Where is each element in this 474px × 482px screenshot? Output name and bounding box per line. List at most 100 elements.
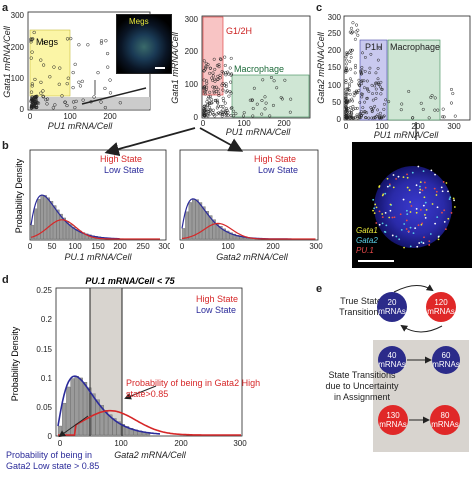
scatter-point	[368, 66, 372, 70]
xlabel: PU1 mRNA/Cell	[374, 130, 440, 140]
tick: 100	[63, 112, 77, 121]
scatter-point	[375, 91, 379, 95]
scatter-point	[232, 109, 236, 113]
speckle	[405, 209, 408, 212]
hist-bar	[222, 228, 226, 240]
scatter-point	[207, 109, 211, 113]
scatter-point	[345, 69, 349, 73]
scatter-point	[202, 105, 206, 109]
tick: 100	[114, 439, 128, 448]
uncertainty-title: State Transitions due to Uncertainty in …	[325, 370, 399, 402]
tick: 100	[185, 80, 199, 89]
scatter-point	[31, 98, 35, 102]
scatter-point	[212, 57, 216, 61]
scatter-point	[378, 111, 382, 115]
scatter-point	[348, 106, 352, 110]
speckle	[416, 245, 419, 248]
scatter-point	[216, 77, 220, 81]
xlabel: Gata2 mRNA/Cell	[114, 450, 187, 460]
hist-bar	[125, 426, 130, 436]
speckle	[441, 211, 443, 214]
tick: 0.1	[41, 374, 53, 383]
scatter-point	[29, 106, 33, 110]
scatter-point	[105, 51, 110, 56]
scatter-point	[226, 110, 230, 114]
scatter-point	[376, 67, 380, 70]
hist-bar	[78, 377, 83, 436]
scatter-point	[361, 112, 365, 116]
scatter-point	[366, 88, 370, 92]
region-megs-label: Megs	[36, 37, 59, 47]
ylabel: Gata1 mRNA/Cell	[2, 25, 12, 98]
tick: 100	[328, 81, 342, 90]
scatter-point	[344, 58, 348, 62]
scatter-point	[378, 115, 382, 119]
hist-bar	[226, 230, 230, 240]
speckle	[422, 242, 425, 244]
scatter-point	[352, 91, 356, 95]
scatter-point	[206, 97, 210, 101]
xlabel: PU.1 mRNA/Cell	[64, 252, 132, 262]
hist-bar	[219, 226, 223, 240]
scatter-point	[382, 102, 386, 106]
scatter-point	[354, 30, 358, 34]
tick: 250	[136, 242, 150, 251]
hist-bar	[108, 414, 113, 436]
scatter-point	[223, 101, 227, 105]
speckle	[391, 216, 394, 219]
scatter-point	[39, 91, 43, 95]
scatter-point	[280, 97, 284, 101]
speckle	[447, 190, 449, 193]
scatter-point	[376, 113, 380, 117]
legend-high: High State	[254, 154, 296, 164]
annot-high: Probability of being in Gata2 High state…	[126, 378, 261, 399]
speckle	[407, 230, 410, 233]
scatter-point	[360, 82, 364, 86]
speckle	[435, 190, 438, 193]
hist-bar	[229, 232, 233, 240]
scatter-point	[353, 37, 357, 41]
speckle	[424, 216, 427, 219]
scatter-point	[407, 89, 411, 93]
hist-bar	[236, 235, 240, 240]
scatter-point	[221, 104, 225, 108]
tick: 0	[180, 242, 185, 251]
panel-d-plot: PU.1 mRNA/Cell < 75 0 0.05 0.1 0.15 0.2 …	[10, 276, 247, 460]
scatter-point	[356, 33, 360, 37]
speckle	[417, 165, 420, 168]
scatter-point	[208, 66, 212, 70]
hist-bar	[198, 202, 203, 240]
scatter-point	[356, 91, 359, 95]
scatter-point	[32, 96, 36, 100]
scatter-point	[371, 92, 374, 96]
scatter-point	[261, 78, 265, 82]
scatter-point	[63, 100, 67, 104]
scatter-point	[71, 70, 75, 75]
scatter-point	[433, 108, 437, 112]
scatter-point	[58, 66, 62, 70]
speckle	[415, 184, 418, 187]
scatter-point	[250, 98, 254, 103]
scatter-point	[224, 84, 228, 88]
tick: 0	[58, 439, 63, 448]
scatter-point	[360, 110, 363, 113]
scatter-point	[224, 111, 228, 115]
scatter-point	[365, 86, 369, 90]
scatter-point	[344, 92, 348, 96]
scatter-point	[374, 97, 378, 100]
tick: 0	[20, 105, 25, 114]
hist-bar	[57, 425, 62, 436]
tick: 150	[91, 242, 105, 251]
panel-label-e: e	[316, 283, 323, 295]
scatter-point	[71, 100, 76, 104]
speckle	[433, 187, 436, 190]
scatter-point	[207, 101, 211, 105]
tick: 300	[185, 15, 199, 24]
scatter-point	[30, 50, 34, 54]
scatter-point	[65, 103, 69, 108]
tick: 300	[233, 439, 247, 448]
scatter-point	[203, 112, 207, 116]
circle-130-mrnas: 130 mRNAs	[378, 405, 408, 435]
scatter-point	[220, 114, 224, 118]
arrows	[104, 127, 244, 157]
